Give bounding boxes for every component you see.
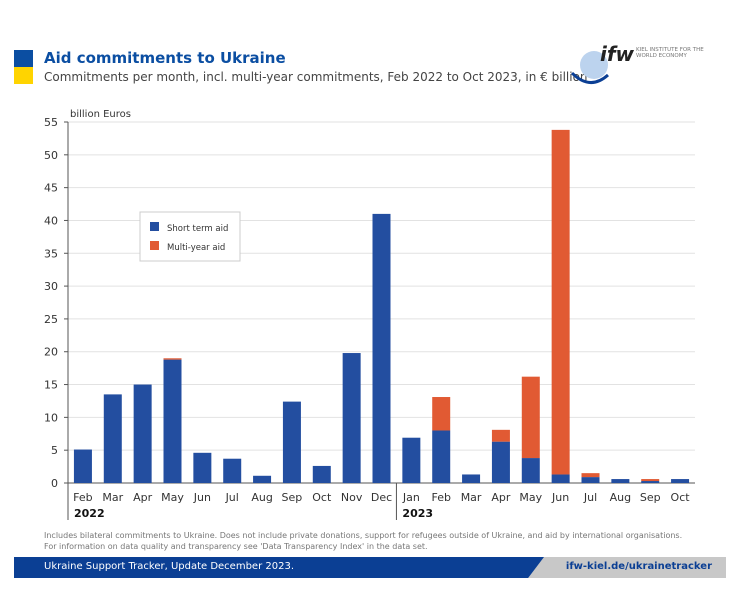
x-tick-label: Aug <box>251 491 272 504</box>
bar-multi-year <box>432 397 451 431</box>
x-tick-label: Jun <box>193 491 211 504</box>
footer-bar: Ukraine Support Tracker, Update December… <box>14 557 726 578</box>
bar-short-term <box>372 213 391 483</box>
footnote: Includes bilateral commitments to Ukrain… <box>44 531 683 551</box>
bar-short-term <box>342 353 361 483</box>
legend-swatch <box>150 241 159 250</box>
bar-multi-year <box>491 429 510 442</box>
x-tick-label: Sep <box>640 491 661 504</box>
x-tick-label: Nov <box>341 491 363 504</box>
bar-chart: billion Euros 0 5 10 15 20 25 30 35 40 45 50 55 Feb Ma… <box>44 109 695 520</box>
legend-label: Short term aid <box>167 224 228 234</box>
bar-multi-year <box>551 129 570 475</box>
legend-swatch <box>150 222 159 231</box>
x-tick-label: Mar <box>102 491 123 504</box>
x-tick-label: Apr <box>491 491 511 504</box>
y-tick-label: 10 <box>44 411 58 424</box>
x-tick-label: Oct <box>671 491 691 504</box>
x-tick-label: Sep <box>282 491 303 504</box>
x-tick-label: Jan <box>402 491 420 504</box>
bar-short-term <box>282 401 301 483</box>
bar-multi-year <box>163 358 182 360</box>
y-tick-label: 20 <box>44 346 58 359</box>
year-label: 2022 <box>74 507 105 520</box>
y-tick-label: 45 <box>44 182 58 195</box>
y-tick-label: 15 <box>44 379 58 392</box>
bar-short-term <box>551 474 570 483</box>
x-tick-label: May <box>519 491 542 504</box>
year-label: 2023 <box>402 507 433 520</box>
y-tick-label: 30 <box>44 280 58 293</box>
chart-subtitle: Commitments per month, incl. multi-year … <box>44 70 588 84</box>
chart-title: Aid commitments to Ukraine <box>44 49 286 67</box>
legend-label: Multi-year aid <box>167 243 225 253</box>
x-tick-label: Aug <box>610 491 631 504</box>
y-tick-label: 0 <box>51 477 58 490</box>
footer-text: Ukraine Support Tracker, Update December… <box>44 561 294 572</box>
x-tick-label: Dec <box>371 491 392 504</box>
ifw-logo: ifw KIEL INSTITUTE FOR THE WORLD ECONOMY <box>570 42 710 92</box>
bar-multi-year <box>581 473 600 478</box>
x-tick-label: May <box>161 491 184 504</box>
x-tick-label: Oct <box>312 491 332 504</box>
y-tick-label: 25 <box>44 313 58 326</box>
globe-icon <box>570 51 609 84</box>
y-tick-label: 50 <box>44 149 58 162</box>
x-tick-label: Feb <box>431 491 450 504</box>
bar-short-term <box>491 441 510 483</box>
bar-short-term <box>581 477 600 483</box>
bar-short-term <box>432 430 451 483</box>
x-tick-label: Jun <box>551 491 569 504</box>
y-tick-label: 35 <box>44 247 58 260</box>
bar-short-term <box>253 475 272 483</box>
x-tick-label: Apr <box>133 491 153 504</box>
ukraine-flag <box>14 50 33 84</box>
footer-link[interactable]: ifw-kiel.de/ukrainetracker <box>565 561 712 572</box>
bar-multi-year <box>521 376 540 459</box>
y-tick-label: 40 <box>44 214 58 227</box>
y-tick-label: 55 <box>44 116 58 129</box>
x-tick-label: Feb <box>73 491 92 504</box>
x-tick-label: Mar <box>461 491 482 504</box>
bar-short-term <box>133 384 152 483</box>
bar-short-term <box>641 481 660 483</box>
bar-short-term <box>462 474 481 483</box>
x-tick-label: Jul <box>225 491 239 504</box>
bar-short-term <box>402 437 421 483</box>
y-tick-label: 5 <box>51 444 58 457</box>
bar-multi-year <box>641 479 660 482</box>
bar-short-term <box>73 449 92 483</box>
legend <box>139 211 241 262</box>
bar-short-term <box>521 458 540 483</box>
x-tick-label: Jul <box>583 491 597 504</box>
bar-short-term <box>193 452 212 483</box>
bar-short-term <box>671 479 690 483</box>
bar-short-term <box>163 359 182 483</box>
bar-short-term <box>312 465 331 483</box>
bar-short-term <box>611 479 630 483</box>
bar-short-term <box>223 458 242 483</box>
bar-short-term <box>103 394 122 483</box>
y-axis-label: billion Euros <box>70 109 131 120</box>
